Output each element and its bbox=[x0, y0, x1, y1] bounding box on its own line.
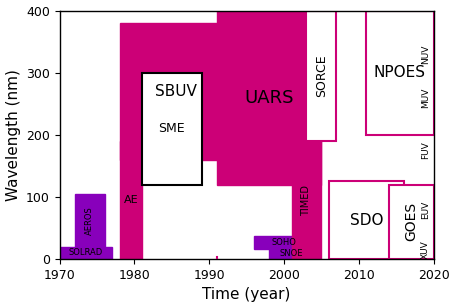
Bar bbox=[254, 236, 314, 249]
Y-axis label: Wavelength (nm): Wavelength (nm) bbox=[5, 69, 20, 201]
Text: MUV: MUV bbox=[421, 87, 430, 108]
Text: SOLRAD: SOLRAD bbox=[69, 249, 103, 257]
Text: EUV: EUV bbox=[421, 200, 430, 219]
Bar bbox=[120, 23, 232, 160]
Text: SME: SME bbox=[158, 122, 185, 135]
Text: SOHO: SOHO bbox=[272, 237, 297, 247]
X-axis label: Time (year): Time (year) bbox=[202, 287, 291, 302]
Text: TIMED: TIMED bbox=[302, 184, 312, 216]
Bar bbox=[217, 10, 321, 184]
Text: AE: AE bbox=[123, 195, 138, 205]
Bar bbox=[292, 141, 321, 259]
Text: NPOES: NPOES bbox=[374, 65, 426, 80]
Text: UARS: UARS bbox=[244, 89, 294, 107]
Text: SBUV: SBUV bbox=[155, 84, 197, 99]
Text: FUV: FUV bbox=[421, 141, 430, 159]
Bar bbox=[60, 247, 112, 259]
Bar bbox=[389, 184, 434, 259]
Bar bbox=[307, 10, 336, 141]
Text: SDO: SDO bbox=[349, 213, 383, 228]
Bar bbox=[366, 10, 434, 135]
Bar bbox=[329, 181, 404, 259]
Bar bbox=[142, 73, 202, 184]
Text: GOES: GOES bbox=[404, 202, 418, 241]
Text: NUV: NUV bbox=[421, 44, 430, 64]
Bar bbox=[120, 141, 142, 259]
Bar bbox=[269, 249, 314, 259]
Text: AEROS: AEROS bbox=[85, 206, 94, 235]
Text: SNOE: SNOE bbox=[280, 249, 303, 258]
Text: SORCE: SORCE bbox=[315, 55, 328, 97]
Bar bbox=[75, 194, 105, 247]
Text: XUV: XUV bbox=[421, 241, 430, 259]
